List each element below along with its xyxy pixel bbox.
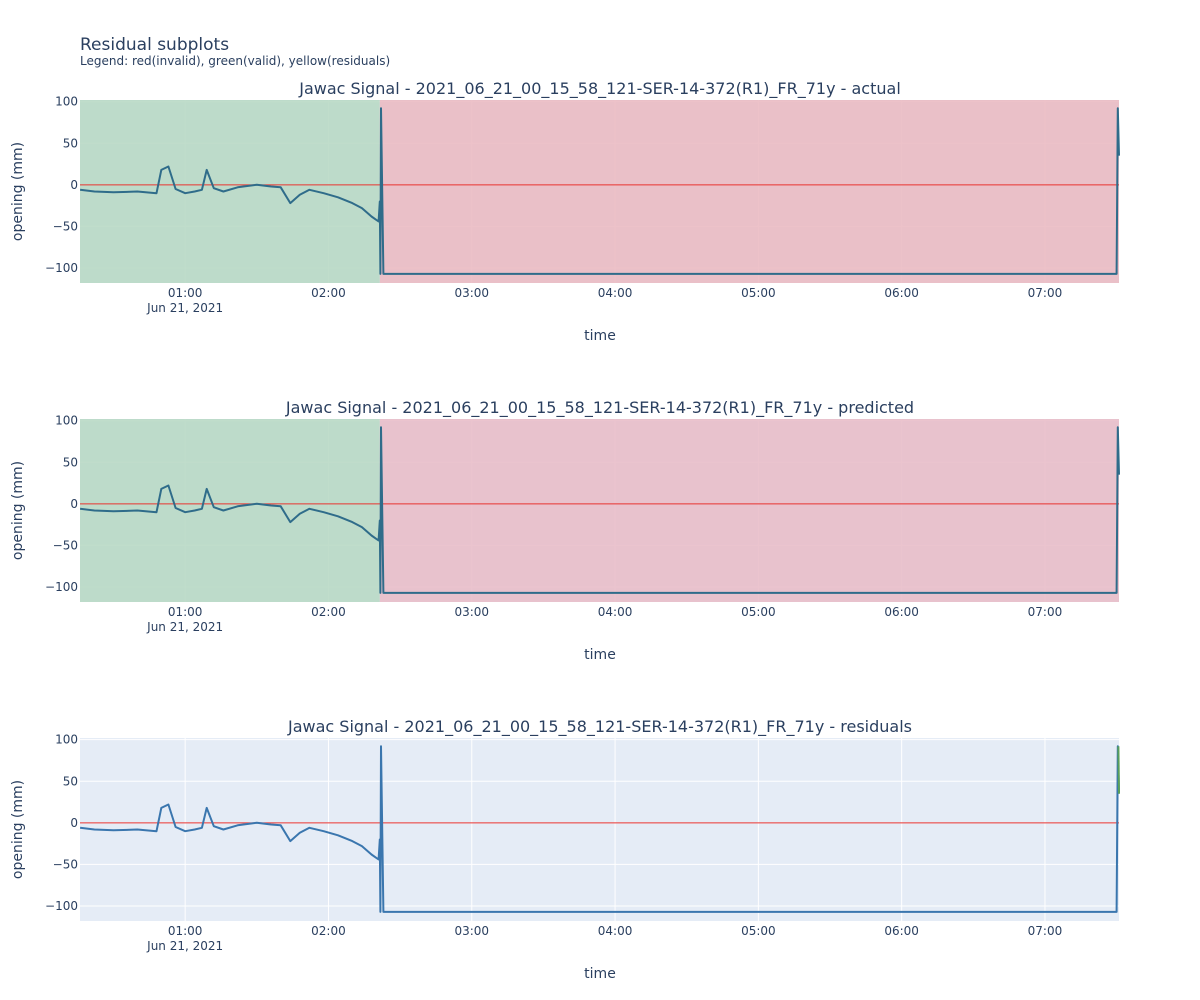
subplot-1-x-tick-label: 03:00	[454, 286, 489, 300]
subplot-1-y-tick-label: −100	[45, 261, 78, 275]
subplot-1-y-tick-label: 50	[63, 136, 78, 150]
subplot-1-x-tick-label: 07:00	[1028, 286, 1063, 300]
subplot-1-x-date-label: Jun 21, 2021	[146, 301, 223, 315]
subplot-2-x-tick-label: 02:00	[311, 605, 346, 619]
subplot-3-x-axis-label: time	[584, 966, 616, 982]
subplot-1-x-tick-label: 06:00	[884, 286, 919, 300]
subplot-2-x-tick-label: 07:00	[1028, 605, 1063, 619]
subplot-2-region-invalid	[379, 419, 1120, 602]
subplot-3-x-tick-label: 06:00	[884, 924, 919, 938]
subplot-1-y-tick-label: 100	[55, 95, 78, 109]
subplot-2-x-tick-label: 04:00	[598, 605, 633, 619]
subplot-2-x-tick-label: 06:00	[884, 605, 919, 619]
subplot-3-plot-background	[80, 738, 1119, 921]
subplot-3-y-tick-label: −100	[45, 899, 78, 913]
subplot-1-title: Jawac Signal - 2021_06_21_00_15_58_121-S…	[298, 79, 901, 99]
figure-subtitle: Legend: red(invalid), green(valid), yell…	[80, 54, 390, 68]
subplot-1-y-axis-label: opening (mm)	[10, 142, 26, 241]
subplot-3-y-tick-label: −50	[53, 857, 78, 871]
subplot-1-x-tick-label: 05:00	[741, 286, 776, 300]
subplot-2-x-date-label: Jun 21, 2021	[146, 620, 223, 634]
subplot-3-series-line-1	[79, 745, 1120, 913]
subplot-1-y-tick-label: 0	[70, 178, 78, 192]
subplot-2-series-line-1	[79, 426, 1120, 594]
subplot-2-title: Jawac Signal - 2021_06_21_00_15_58_121-S…	[285, 398, 914, 418]
subplot-3-x-tick-label: 05:00	[741, 924, 776, 938]
subplot-1-region-invalid	[379, 100, 1120, 283]
subplot-2-y-axis-label: opening (mm)	[10, 461, 26, 560]
subplot-3-x-tick-label: 03:00	[454, 924, 489, 938]
subplot-3-y-axis-label: opening (mm)	[10, 780, 26, 879]
subplot-2-y-tick-label: −50	[53, 538, 78, 552]
subplot-3-x-tick-label: 01:00	[168, 924, 203, 938]
subplot-3-x-date-label: Jun 21, 2021	[146, 939, 223, 953]
subplot-1-series-line-1	[79, 107, 1120, 275]
subplot-3-series-line-2	[1117, 746, 1120, 794]
subplot-2-x-tick-label: 03:00	[454, 605, 489, 619]
subplot-2-y-tick-label: 0	[70, 497, 78, 511]
subplot-3-title: Jawac Signal - 2021_06_21_00_15_58_121-S…	[287, 717, 912, 737]
subplot-3-y-tick-label: 0	[70, 816, 78, 830]
subplot-2-x-tick-label: 05:00	[741, 605, 776, 619]
subplot-1-x-axis-label: time	[584, 328, 616, 344]
subplot-3-x-tick-label: 02:00	[311, 924, 346, 938]
subplot-3-x-tick-label: 07:00	[1028, 924, 1063, 938]
subplot-1-x-tick-label: 01:00	[168, 286, 203, 300]
subplot-2-y-tick-label: 50	[63, 455, 78, 469]
subplot-3-x-tick-label: 04:00	[598, 924, 633, 938]
subplot-1-y-tick-label: −50	[53, 219, 78, 233]
subplot-1-x-tick-label: 04:00	[598, 286, 633, 300]
subplot-2-y-tick-label: −100	[45, 580, 78, 594]
subplot-3-y-tick-label: 100	[55, 733, 78, 747]
subplot-3-y-tick-label: 50	[63, 774, 78, 788]
subplot-2-y-tick-label: 100	[55, 414, 78, 428]
figure-title: Residual subplots	[80, 35, 229, 55]
subplot-2-x-axis-label: time	[584, 647, 616, 663]
subplot-2-x-tick-label: 01:00	[168, 605, 203, 619]
subplot-1-x-tick-label: 02:00	[311, 286, 346, 300]
